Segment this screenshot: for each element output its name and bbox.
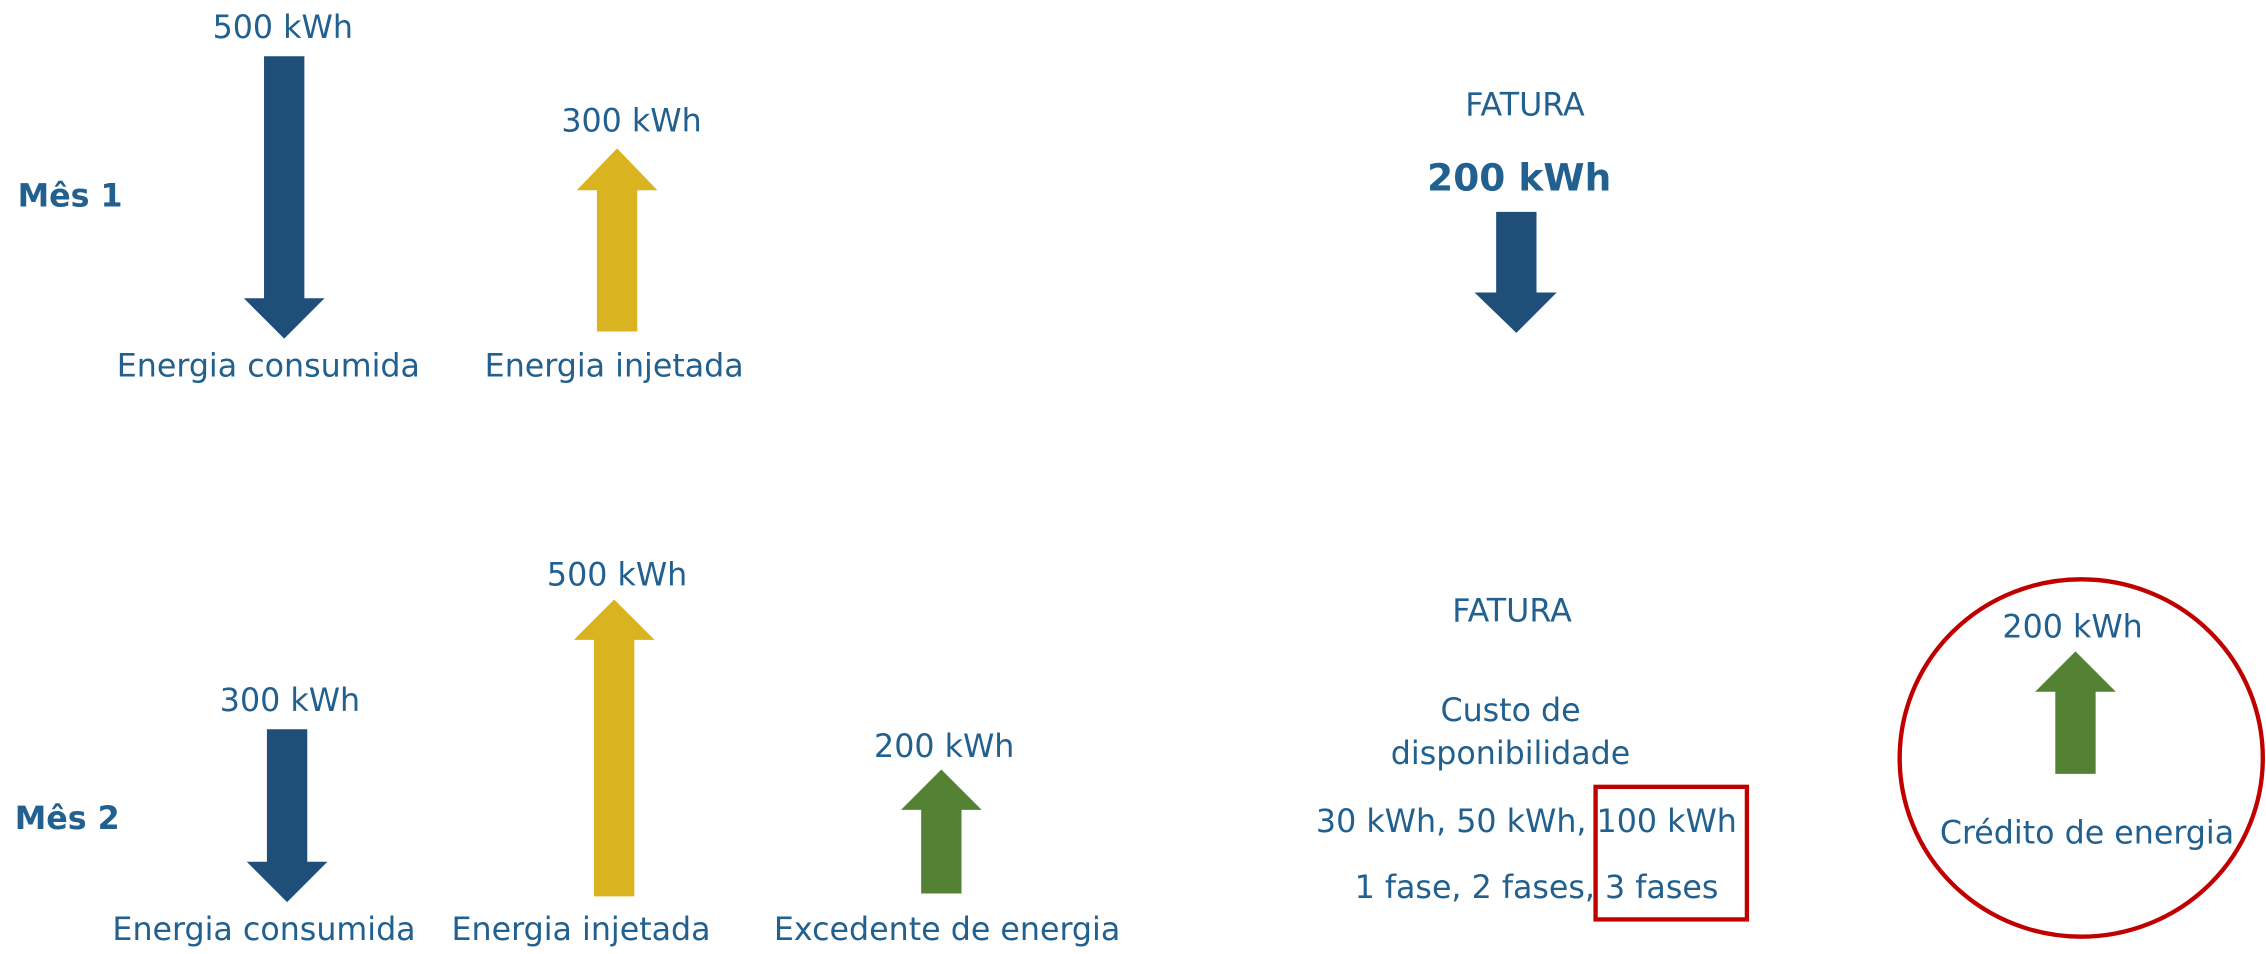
down-arrow — [243, 56, 325, 339]
value-label: 200 kWh — [874, 729, 1014, 765]
month-label: Mês 2 — [15, 801, 120, 837]
cost-values: 30 kWh, 50 kWh, 100 kWh — [1316, 804, 1737, 840]
value-label: 200 kWh — [2002, 609, 2142, 645]
caption: Energia consumida — [117, 348, 420, 384]
invoice-value: 200 kWh — [1427, 156, 1611, 200]
caption: Energia injetada — [485, 348, 744, 384]
up-arrow — [573, 599, 655, 897]
up-arrow — [900, 769, 982, 894]
value-label: 500 kWh — [547, 557, 687, 593]
value-label: 300 kWh — [220, 683, 360, 719]
down-arrow — [1474, 211, 1557, 333]
highlight-circle — [1897, 577, 2265, 939]
cost-text: disponibilidade — [1391, 736, 1630, 772]
value-label: 500 kWh — [213, 10, 353, 46]
highlight-box — [1593, 784, 1750, 922]
invoice-title: FATURA — [1452, 593, 1572, 629]
up-arrow — [576, 148, 658, 332]
caption: Energia injetada — [452, 912, 711, 948]
month-label: Mês 1 — [18, 178, 123, 214]
caption: Energia consumida — [112, 912, 415, 948]
caption: Excedente de energia — [774, 912, 1120, 948]
caption: Crédito de energia — [1940, 815, 2234, 851]
cost-text: Custo de — [1440, 693, 1580, 729]
cost-phases: 1 fase, 2 fases, 3 fases — [1355, 870, 1719, 906]
invoice-title: FATURA — [1465, 88, 1585, 124]
value-label: 300 kWh — [561, 103, 701, 139]
up-arrow — [2035, 651, 2116, 774]
down-arrow — [246, 729, 328, 903]
